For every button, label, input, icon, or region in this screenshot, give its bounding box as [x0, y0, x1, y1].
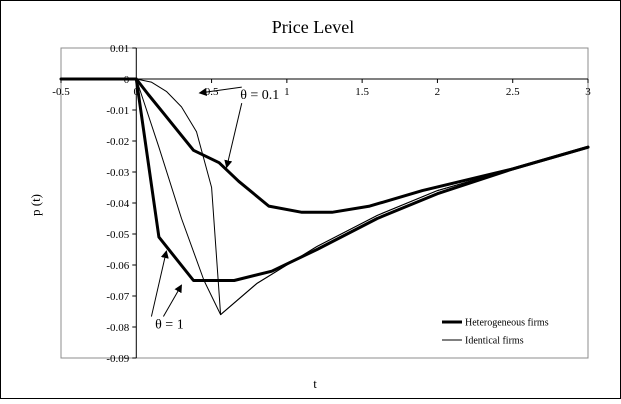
- y-tick-label: -0.06: [106, 260, 129, 272]
- x-tick-label: 2.5: [506, 86, 520, 98]
- annotation-arrow: [162, 284, 182, 317]
- y-tick-label: -0.09: [106, 353, 129, 365]
- x-axis-label: t: [313, 376, 317, 391]
- annotation-label: θ = 0.1: [240, 88, 279, 103]
- x-tick-label: 1: [284, 86, 290, 98]
- y-tick-label: -0.07: [106, 291, 129, 303]
- y-tick-label: -0.03: [106, 167, 129, 179]
- x-tick-label: 1.5: [355, 86, 369, 98]
- x-tick-label: 0: [134, 86, 140, 98]
- series-line-heterogeneous: [59, 77, 590, 214]
- annotation-arrow: [150, 250, 169, 317]
- x-tick-label: 3: [585, 86, 591, 98]
- y-tick-label: -0.05: [106, 229, 129, 241]
- y-tick-label: -0.04: [106, 198, 129, 210]
- y-axis-label: p (t): [28, 194, 43, 216]
- annotation-arrow: [198, 86, 242, 96]
- annotations: θ = 0.1 θ = 1: [150, 86, 279, 333]
- x-tick-label: 2: [435, 86, 441, 98]
- annotation-arrow: [224, 103, 243, 169]
- x-tick-label: -0.5: [52, 86, 70, 98]
- plot-area: [60, 47, 589, 359]
- y-tick-label: -0.08: [106, 322, 129, 334]
- legend-label: Heterogeneous firms: [465, 318, 549, 329]
- series-line-heterogeneous: [134, 77, 590, 282]
- y-tick-label: 0.01: [110, 43, 129, 55]
- y-tick-label: -0.01: [106, 105, 129, 117]
- legend-label: Identical firms: [465, 336, 524, 347]
- legend-box: [436, 309, 586, 355]
- series-lines: [59, 77, 590, 316]
- y-tick-label: -0.02: [106, 136, 129, 148]
- series-line-identical: [135, 78, 589, 316]
- annotation-label: θ = 1: [155, 318, 184, 333]
- chart-title: Price Level: [272, 17, 354, 37]
- x-tick-label: 0.5: [205, 86, 219, 98]
- legend: Heterogeneous firms Identical firms: [436, 309, 586, 355]
